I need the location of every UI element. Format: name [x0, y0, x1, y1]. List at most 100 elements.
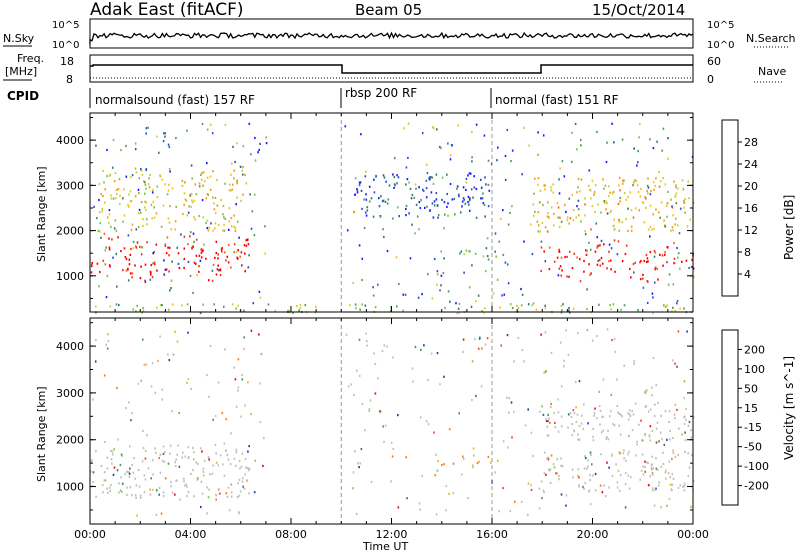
power-data-cell	[677, 187, 679, 190]
vel-data-cell	[490, 461, 492, 464]
vel-data-cell	[571, 468, 574, 471]
power-data-cell	[175, 136, 177, 140]
vel-data-cell	[557, 411, 560, 414]
power-data-cell	[566, 216, 569, 219]
vel-data-cell	[414, 345, 417, 349]
power-data-cell	[264, 225, 266, 228]
power-data-cell	[142, 309, 145, 312]
vel-data-cell	[128, 401, 130, 404]
power-data-cell	[613, 239, 616, 242]
vel-data-cell	[248, 445, 250, 448]
power-data-cell	[381, 200, 384, 203]
power-data-cell	[424, 206, 426, 209]
vel-data-cell	[187, 378, 189, 381]
nave-tick-bottom: 0	[707, 73, 714, 86]
vel-data-cell	[611, 453, 613, 456]
power-data-cell	[198, 182, 201, 185]
power-data-cell	[241, 264, 243, 267]
power-data-cell	[590, 197, 592, 200]
vel-data-cell	[584, 456, 587, 460]
vel-data-cell	[215, 493, 217, 496]
vel-data-cell	[139, 496, 142, 499]
power-data-cell	[596, 236, 599, 239]
vel-data-cell	[91, 484, 94, 487]
vel-data-cell	[223, 442, 226, 445]
vel-data-cell	[651, 489, 654, 492]
power-data-cell	[432, 216, 435, 219]
vel-data-cell	[406, 497, 408, 500]
power-data-cell	[267, 303, 270, 306]
power-data-cell	[217, 223, 220, 227]
vel-data-cell	[624, 472, 627, 475]
vel-data-cell	[625, 459, 627, 462]
power-data-cell	[148, 186, 151, 189]
vel-data-cell	[656, 421, 659, 424]
vel-data-cell	[619, 433, 622, 436]
power-data-cell	[684, 211, 686, 214]
power-data-cell	[535, 308, 538, 311]
power-data-cell	[630, 209, 633, 212]
power-data-cell	[236, 142, 238, 145]
power-data-cell	[413, 196, 416, 199]
power-data-cell	[458, 311, 461, 314]
vel-data-cell	[182, 451, 184, 454]
vel-data-cell	[258, 333, 260, 336]
vel-data-cell	[660, 414, 662, 417]
power-data-cell	[649, 193, 652, 196]
vel-data-cell	[475, 394, 477, 398]
power-data-cell	[630, 276, 632, 279]
power-data-cell	[231, 162, 233, 165]
vel-data-cell	[143, 363, 146, 366]
power-data-cell	[543, 250, 545, 253]
power-data-cell	[562, 303, 564, 306]
power-data-cell	[534, 210, 536, 213]
vel-data-cell	[647, 410, 650, 413]
power-data-cell	[537, 183, 539, 186]
power-data-cell	[418, 228, 420, 231]
power-data-cell	[613, 228, 616, 231]
vel-data-cell	[206, 486, 208, 489]
vel-data-cell	[476, 461, 479, 465]
vel-data-cell	[584, 482, 586, 485]
vel-data-cell	[663, 443, 666, 446]
power-data-cell	[618, 218, 620, 221]
power-data-cell	[223, 305, 225, 308]
power-data-cell	[128, 263, 131, 266]
power-data-cell	[556, 201, 559, 205]
power-data-cell	[153, 206, 155, 209]
power-data-cell	[167, 217, 170, 220]
power-data-cell	[385, 180, 387, 183]
vel-data-cell	[567, 413, 570, 416]
power-data-cell	[653, 188, 655, 191]
power-data-cell	[377, 283, 379, 286]
power-data-cell	[558, 225, 561, 229]
power-data-cell	[629, 267, 631, 271]
power-data-cell	[171, 260, 173, 263]
power-data-cell	[205, 257, 207, 260]
power-data-cell	[569, 217, 572, 220]
vel-scatter-points	[90, 328, 695, 517]
vel-data-cell	[145, 363, 148, 366]
power-data-cell	[625, 218, 627, 221]
vel-data-cell	[635, 454, 637, 457]
power-data-cell	[576, 205, 578, 208]
vel-data-cell	[435, 453, 437, 456]
power-data-cell	[690, 265, 693, 269]
power-data-cell	[183, 203, 185, 207]
vel-data-cell	[575, 420, 578, 423]
power-data-cell	[465, 177, 468, 180]
vel-data-cell	[582, 427, 585, 431]
power-data-cell	[214, 196, 217, 199]
vel-data-cell	[588, 489, 591, 492]
power-data-cell	[211, 132, 214, 135]
power-data-cell	[383, 176, 386, 179]
power-data-cell	[636, 164, 638, 167]
vel-data-cell	[530, 431, 533, 434]
power-data-cell	[140, 168, 142, 171]
power-data-cell	[199, 259, 202, 262]
power-data-cell	[483, 134, 486, 137]
power-data-cell	[135, 310, 137, 313]
colorbar-tick-label: -15	[744, 421, 762, 434]
vel-data-cell	[225, 449, 227, 452]
vel-data-cell	[187, 446, 190, 449]
